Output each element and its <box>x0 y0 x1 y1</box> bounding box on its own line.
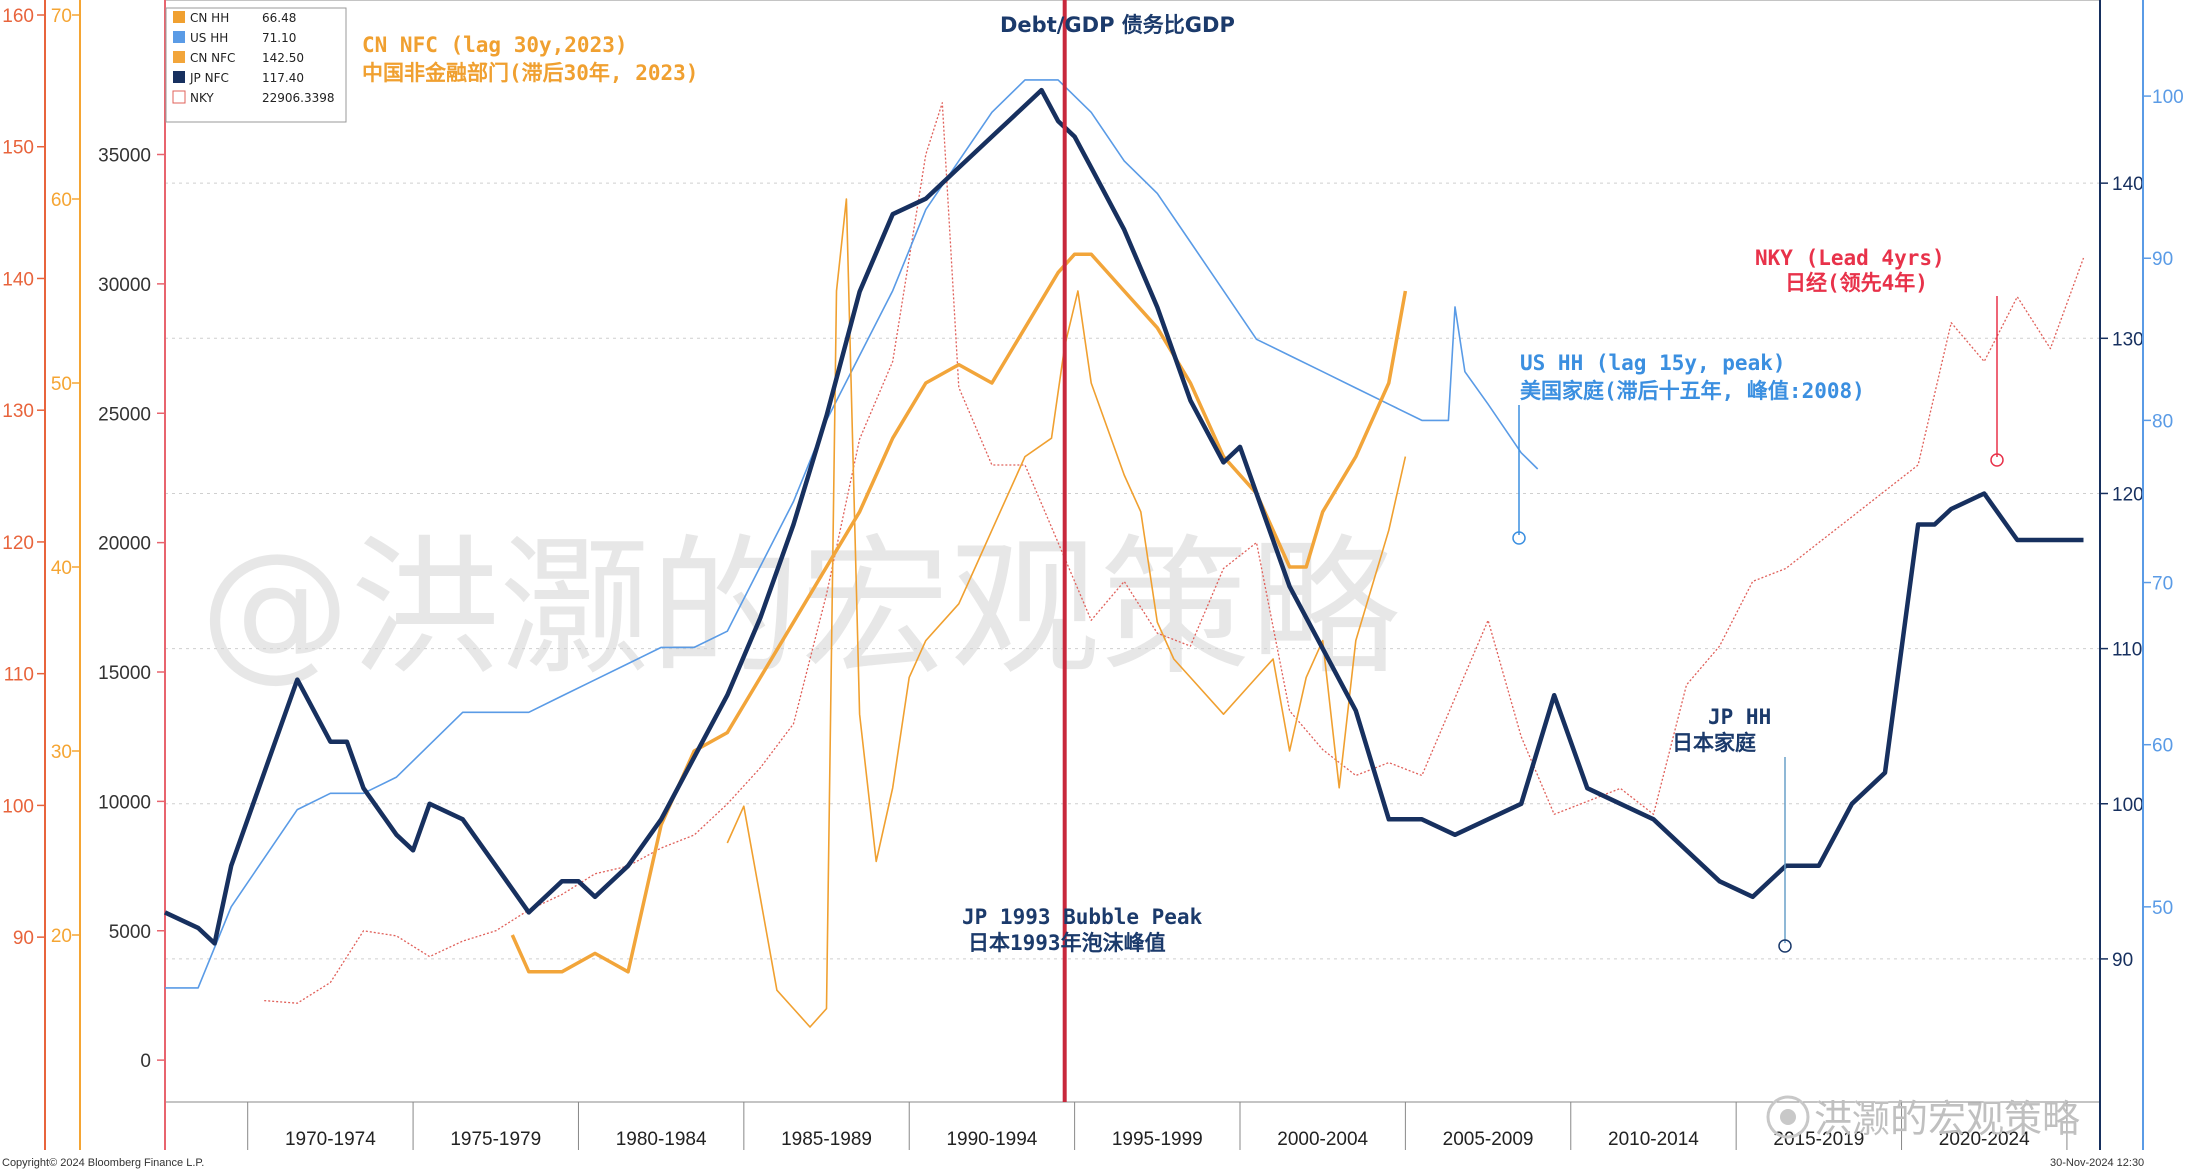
y-tick-label-left1: 110 <box>4 665 34 686</box>
cn-nfc-annotation-zh: 中国非金融部门(滞后30年, 2023) <box>362 61 698 85</box>
legend-series-value: 66.48 <box>262 11 296 25</box>
weibo-handle: 洪灏的宏观策略 <box>1814 1097 2080 1141</box>
x-tick-label: 1990-1994 <box>946 1129 1037 1150</box>
y-tick-label-left1: 140 <box>2 269 34 290</box>
jp-peak-annotation-zh: 日本1993年泡沫峰值 <box>968 931 1166 955</box>
legend-series-name: NKY <box>190 91 214 105</box>
legend-series-name: US HH <box>190 31 228 45</box>
us-hh-annotation-marker <box>1512 531 1526 545</box>
x-tick-label: 2000-2004 <box>1277 1129 1368 1150</box>
y-tick-label-right1: 120 <box>2112 484 2144 505</box>
weibo-watermark: 洪灏的宏观策略 <box>1766 1095 2080 1141</box>
y-tick-label-right2: 90 <box>2152 249 2173 270</box>
y-tick-label-left2: 60 <box>51 190 72 211</box>
y-tick-label-left1: 100 <box>2 796 34 817</box>
copyright-text: Copyright© 2024 Bloomberg Finance L.P. <box>2 1157 204 1169</box>
y-tick-label-left2: 70 <box>51 6 72 27</box>
y-tick-label-left3: 30000 <box>98 275 151 296</box>
x-tick-label: 2010-2014 <box>1608 1129 1699 1150</box>
y-tick-label-right2: 100 <box>2152 87 2184 108</box>
x-tick-label: 1975-1979 <box>450 1129 541 1150</box>
jp-hh-annotation-zh: 日本家庭 <box>1672 731 1756 755</box>
y-tick-label-left1: 90 <box>13 928 34 949</box>
y-tick-label-left3: 10000 <box>98 792 151 813</box>
cn-nfc-annotation-en: CN NFC (lag 30y,2023) <box>362 33 628 57</box>
series-us-hh <box>165 79 1539 989</box>
legend-swatch <box>173 51 185 63</box>
y-tick-label-left2: 50 <box>51 374 72 395</box>
series-nky <box>264 102 2085 1004</box>
y-tick-label-right1: 90 <box>2112 950 2133 971</box>
y-tick-label-left1: 150 <box>2 138 34 159</box>
nky-annotation-marker <box>1990 453 2004 467</box>
y-tick-label-right1: 140 <box>2112 174 2144 195</box>
y-tick-label-left1: 130 <box>2 401 34 422</box>
y-tick-label-right2: 70 <box>2152 574 2173 595</box>
y-tick-label-left2: 30 <box>51 742 72 763</box>
us-hh-annotation-en: US HH (lag 15y, peak) <box>1520 351 1786 375</box>
annotations: Debt/GDP 债务比GDP CN NFC (lag 30y,2023) 中国… <box>362 13 2004 955</box>
gridlines: 1970-1974 1975-1979 1980-1984 1985-1989 1990… <box>164 0 2101 1150</box>
y-tick-label-left2: 40 <box>51 558 72 579</box>
y-tick-label-left3: 0 <box>140 1051 151 1072</box>
legend-series-value: 22906.3398 <box>262 91 335 105</box>
nky-annotation-zh: 日经(领先4年) <box>1785 271 1928 295</box>
x-tick-label: 1980-1984 <box>616 1129 707 1150</box>
y-tick-label-right1: 130 <box>2112 329 2144 350</box>
y-tick-label-left3: 15000 <box>98 663 151 684</box>
y-tick-label-left1: 120 <box>2 533 34 554</box>
y-tick-label-left3: 5000 <box>109 922 151 943</box>
x-tick-label: 2005-2009 <box>1443 1129 1534 1150</box>
jp-hh-annotation-en: JP HH <box>1708 705 1771 729</box>
y-tick-label-right2: 50 <box>2152 898 2173 919</box>
legend-series-name: CN HH <box>190 11 229 25</box>
legend-series-name: CN NFC <box>190 51 235 65</box>
y-tick-label-left3: 20000 <box>98 534 151 555</box>
y-tick-label-left3: 25000 <box>98 404 151 425</box>
legend-series-value: 71.10 <box>262 31 296 45</box>
legend-swatch <box>173 31 185 43</box>
series-cn-hh <box>726 198 1407 1028</box>
y-tick-label-right1: 110 <box>2112 640 2142 661</box>
x-tick-label: 1985-1989 <box>781 1129 872 1150</box>
legend-series-value: 117.40 <box>262 71 304 85</box>
chart-title: Debt/GDP 债务比GDP <box>1000 13 1235 37</box>
legend: CN HH 66.48 US HH 71.10 CN NFC 142.50 JP NFC 11… <box>165 7 347 123</box>
y-tick-label-right2: 60 <box>2152 736 2173 757</box>
timestamp-text: 30-Nov-2024 12:30 <box>2050 1157 2144 1169</box>
jp-hh-annotation-marker <box>1778 939 1792 953</box>
y-tick-label-left3: 35000 <box>98 146 151 167</box>
y-tick-label-right1: 100 <box>2112 795 2144 816</box>
y-tick-label-left1: 160 <box>2 6 34 27</box>
y-tick-label-right2: 80 <box>2152 411 2173 432</box>
x-tick-label: 1970-1974 <box>285 1129 376 1150</box>
nky-annotation-en: NKY (Lead 4yrs) <box>1755 246 1945 270</box>
legend-series-value: 142.50 <box>262 51 304 65</box>
x-tick-label: 2020-2024 <box>1939 1129 2030 1150</box>
jp-peak-annotation-en: JP 1993 Bubble Peak <box>962 905 1203 929</box>
legend-series-name: JP NFC <box>189 71 229 85</box>
x-tick-label: 1995-1999 <box>1112 1129 1203 1150</box>
legend-swatch <box>172 90 186 104</box>
legend-swatch <box>173 71 185 83</box>
y-tick-label-left2: 20 <box>51 926 72 947</box>
us-hh-annotation-zh: 美国家庭(滞后十五年, 峰值:2008) <box>1520 379 1865 403</box>
legend-swatch <box>173 11 185 23</box>
